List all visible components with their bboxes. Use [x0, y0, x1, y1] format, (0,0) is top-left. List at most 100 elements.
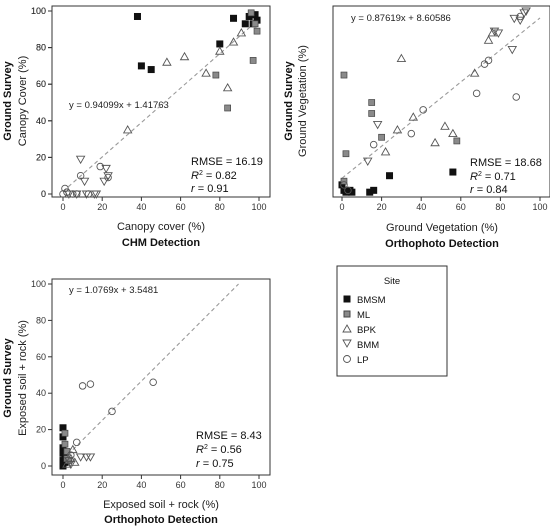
point-ortho-veg-bmsm-6: [370, 186, 378, 194]
point-ortho-veg-ml-6: [453, 137, 461, 145]
legend-box: [336, 265, 448, 377]
point-ortho-veg-bmm-5: [515, 16, 525, 26]
y-tick-label-ortho-veg-20: 20: [36, 152, 46, 162]
point-ortho-veg-lp-8: [512, 93, 520, 101]
legend-entry-bmsm: BMSM: [343, 295, 386, 306]
point-chm-lp-1: [61, 184, 69, 193]
point-ortho-veg-lp-6: [480, 60, 489, 68]
legend: Site BMSM ML BPK BMM LP: [336, 265, 448, 377]
point-ortho-veg-ml-0: [340, 71, 348, 79]
point-ortho-soil-bmm-1: [75, 453, 86, 462]
point-ortho-soil-lp-2: [86, 380, 95, 388]
equation-ortho-soil: y = 1.0769x + 3.5481: [69, 285, 158, 296]
point-chm-bmm-3: [79, 177, 90, 187]
point-ortho-veg-bpk-1: [392, 125, 403, 134]
equation-chm: y = 0.94099x + 1.41763: [69, 100, 169, 111]
x-tick-label-ortho-veg-60: 60: [456, 202, 466, 212]
point-ortho-veg-bmsm-7: [386, 172, 394, 180]
x-tick-label-ortho-soil-80: 80: [215, 480, 225, 490]
point-ortho-veg-bpk-9: [487, 28, 498, 37]
x-tick-label-ortho-veg-0: 0: [339, 202, 344, 212]
point-chm-ml-1: [212, 71, 220, 79]
plot-frame-ortho-soil: [51, 278, 271, 476]
x-tick-label-ortho-veg-40: 40: [416, 202, 426, 212]
point-ortho-veg-bmm-2: [489, 27, 500, 37]
point-ortho-veg-bpk-5: [440, 121, 450, 130]
marks-chm: 0 20 40 60 80 100 0 20 40 60 80 100: [31, 6, 267, 212]
y-tick-label-chm-100: 100: [31, 6, 46, 16]
point-ortho-veg-bpk-4: [430, 137, 440, 147]
legend-label-bpk: BPK: [357, 325, 377, 336]
y-tick-label-ortho-soil-0: 0: [41, 461, 46, 471]
y-tick-label-ortho-veg-0: 0: [41, 189, 46, 199]
r2-chm: R2 = 0.82: [191, 170, 237, 182]
point-chm-bpk-1: [162, 57, 172, 66]
plot-frame-chm: [51, 5, 271, 198]
point-chm-bpk-0: [122, 125, 133, 134]
legend-entry-ml: ML: [343, 310, 370, 321]
legend-label-bmsm: BMSM: [357, 295, 386, 306]
point-ortho-veg-lp-0: [340, 181, 348, 189]
y-tick-label-ortho-soil-100: 100: [31, 279, 46, 289]
point-ortho-veg-ml-5: [378, 133, 385, 141]
xlabel-ortho-veg: Ground Vegetation (%): [386, 222, 498, 234]
point-ortho-veg-lp-1: [344, 186, 352, 195]
rmse-chm: RMSE = 16.19: [191, 156, 263, 168]
legend-label-ml: ML: [357, 310, 370, 321]
point-chm-lp-3: [69, 190, 77, 198]
y-tick-label-chm-40: 40: [36, 116, 46, 126]
point-ortho-veg-ml-3: [368, 99, 376, 106]
point-chm-ml-2: [249, 57, 257, 64]
x-tick-label-chm-100: 100: [251, 202, 266, 212]
x-tick-label-chm-0: 0: [60, 202, 65, 212]
x-tick-label-ortho-soil-20: 20: [97, 480, 107, 490]
x-tick-label-chm-80: 80: [215, 202, 225, 212]
point-ortho-veg-lp-9: [516, 12, 524, 21]
ytitle-ortho-veg: Ground Survey: [283, 60, 295, 140]
point-ortho-veg-bpk-7: [469, 68, 480, 77]
point-chm-bmsm-8: [216, 40, 224, 48]
r-ortho-soil: r = 0.75: [196, 458, 234, 470]
point-ortho-veg-bmm-6: [507, 45, 518, 55]
ylabel-ortho-soil: Exposed soil + rock (%): [17, 320, 29, 436]
y-tick-label-ortho-soil-20: 20: [36, 425, 46, 435]
xtitle-ortho-soil: Orthophoto Detection: [104, 514, 218, 526]
point-ortho-veg-bmm-3: [493, 29, 504, 38]
trendline-chm: [62, 18, 260, 192]
xtitle-chm: CHM Detection: [122, 237, 201, 249]
trendline-ortho-veg: [341, 17, 541, 179]
point-chm-bpk-3: [201, 68, 211, 77]
point-chm-bpk-5: [222, 82, 233, 92]
point-ortho-veg-lp-4: [419, 106, 427, 114]
r2-ortho-soil: R2 = 0.56: [196, 444, 242, 456]
legend-marker-bpk: [342, 324, 352, 333]
point-ortho-veg-bmm-1: [372, 121, 383, 130]
r-chm: r = 0.91: [191, 183, 229, 195]
point-ortho-veg-lp-3: [407, 129, 416, 138]
point-chm-bmm-7: [103, 172, 113, 181]
point-ortho-soil-ml-1: [61, 440, 69, 448]
legend-marker-bmsm: [343, 295, 351, 303]
legend-marker-lp: [343, 355, 351, 363]
xlabel-chm: Canopy cover (%): [117, 221, 205, 233]
point-chm-bmm-6: [99, 177, 109, 187]
point-chm-bpk-4: [215, 46, 225, 55]
point-chm-bpk-7: [236, 28, 247, 37]
point-ortho-soil-lp-0: [72, 438, 81, 447]
point-chm-bmsm-1: [137, 62, 145, 70]
point-chm-lp-6: [84, 190, 93, 198]
point-chm-bpk-6: [228, 37, 239, 46]
point-chm-lp-8: [104, 173, 112, 182]
point-chm-bmm-0: [75, 155, 86, 165]
point-ortho-veg-bpk-3: [408, 112, 419, 121]
point-ortho-soil-bmsm-8: [59, 462, 67, 470]
y-tick-label-chm-80: 80: [36, 43, 46, 53]
point-ortho-soil-ml-0: [61, 429, 69, 437]
point-chm-bmm-8: [101, 164, 111, 174]
point-ortho-veg-bpk-6: [448, 128, 458, 138]
point-chm-bmsm-0: [133, 12, 141, 20]
point-chm-ml-0: [224, 104, 231, 112]
point-chm-lp-7: [96, 162, 104, 171]
legend-entry-lp: LP: [343, 355, 369, 366]
